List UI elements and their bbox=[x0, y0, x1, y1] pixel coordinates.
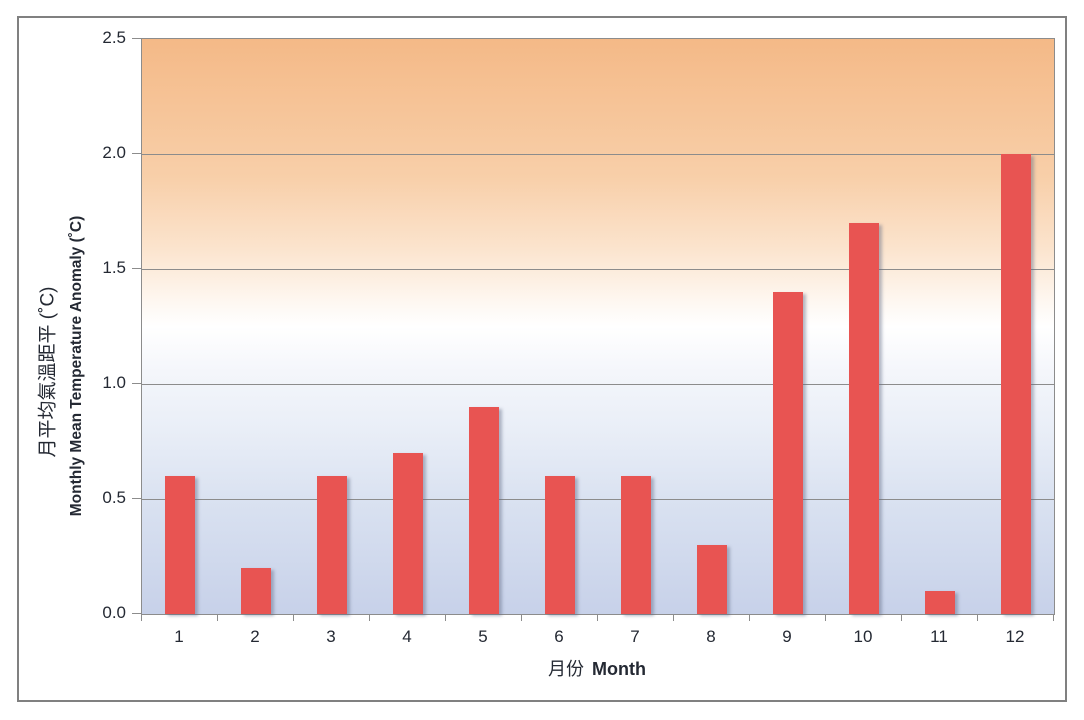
x-tick-label-4: 4 bbox=[402, 627, 412, 646]
y-tick-label-0.0: 0.0 bbox=[102, 603, 126, 622]
bar-month-10 bbox=[849, 223, 879, 614]
bar-month-12 bbox=[1001, 154, 1031, 614]
bar-month-1 bbox=[165, 476, 195, 614]
y-tick-mark-0.5 bbox=[132, 498, 141, 499]
x-tick-label-1: 1 bbox=[174, 627, 184, 646]
x-tick-mark-1 bbox=[217, 614, 218, 621]
x-tick-label-8: 8 bbox=[706, 627, 716, 646]
x-tick-mark-6 bbox=[597, 614, 598, 621]
x-tick-label-10: 10 bbox=[853, 627, 873, 646]
y-tick-label-1.5: 1.5 bbox=[102, 258, 126, 277]
x-tick-label-11: 11 bbox=[930, 627, 948, 646]
y-tick-mark-2.5 bbox=[132, 38, 141, 39]
bar-month-3 bbox=[317, 476, 347, 614]
x-tick-mark-11 bbox=[977, 614, 978, 621]
x-tick-label-7: 7 bbox=[630, 627, 640, 646]
bar-month-6 bbox=[545, 476, 575, 614]
x-tick-mark-10 bbox=[901, 614, 902, 621]
y-tick-label-2.5: 2.5 bbox=[102, 28, 126, 47]
gridline-0.5 bbox=[142, 499, 1054, 500]
x-axis-title-en: Month bbox=[592, 659, 646, 679]
bar-month-2 bbox=[241, 568, 271, 614]
x-tick-mark-9 bbox=[825, 614, 826, 621]
x-tick-label-6: 6 bbox=[554, 627, 564, 646]
y-tick-label-0.5: 0.5 bbox=[102, 488, 126, 507]
x-tick-mark-12 bbox=[1053, 614, 1054, 621]
y-tick-label-1.0: 1.0 bbox=[102, 373, 126, 392]
x-tick-mark-0 bbox=[141, 614, 142, 621]
x-axis-title-zh: 月份 bbox=[548, 659, 584, 679]
x-tick-mark-8 bbox=[749, 614, 750, 621]
y-axis-title-zh: 月平均氣溫距平 (˚C) bbox=[37, 286, 59, 458]
bar-month-4 bbox=[393, 453, 423, 614]
x-axis-title: 月份 Month bbox=[141, 655, 1053, 681]
y-tick-mark-1.0 bbox=[132, 383, 141, 384]
x-tick-mark-4 bbox=[445, 614, 446, 621]
x-tick-mark-2 bbox=[293, 614, 294, 621]
y-tick-mark-2.0 bbox=[132, 153, 141, 154]
gridline-1.0 bbox=[142, 384, 1054, 385]
x-tick-label-9: 9 bbox=[782, 627, 792, 646]
x-tick-label-3: 3 bbox=[326, 627, 336, 646]
x-tick-mark-3 bbox=[369, 614, 370, 621]
x-tick-label-2: 2 bbox=[250, 627, 260, 646]
x-tick-label-12: 12 bbox=[1005, 627, 1025, 646]
plot-area bbox=[141, 38, 1055, 615]
gridline-2.0 bbox=[142, 154, 1054, 155]
x-tick-mark-7 bbox=[673, 614, 674, 621]
bar-month-11 bbox=[925, 591, 955, 614]
x-tick-mark-5 bbox=[521, 614, 522, 621]
bar-month-9 bbox=[773, 292, 803, 614]
y-tick-mark-1.5 bbox=[132, 268, 141, 269]
x-tick-label-5: 5 bbox=[478, 627, 488, 646]
bar-month-7 bbox=[621, 476, 651, 614]
bar-month-5 bbox=[469, 407, 499, 614]
y-tick-label-2.0: 2.0 bbox=[102, 143, 126, 162]
gridline-1.5 bbox=[142, 269, 1054, 270]
bar-month-8 bbox=[697, 545, 727, 614]
y-tick-mark-0.0 bbox=[132, 613, 141, 614]
